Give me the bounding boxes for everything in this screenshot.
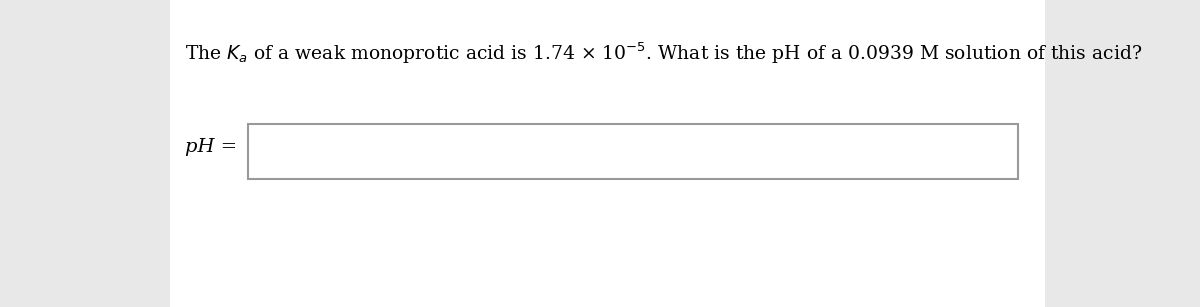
- Bar: [170, 0, 1045, 307]
- Text: pH =: pH =: [185, 138, 238, 156]
- Text: The $K_a$ of a weak monoprotic acid is 1.74 × 10$^{-5}$. What is the pH of a 0.0: The $K_a$ of a weak monoprotic acid is 1…: [185, 40, 1142, 65]
- FancyBboxPatch shape: [248, 124, 1018, 179]
